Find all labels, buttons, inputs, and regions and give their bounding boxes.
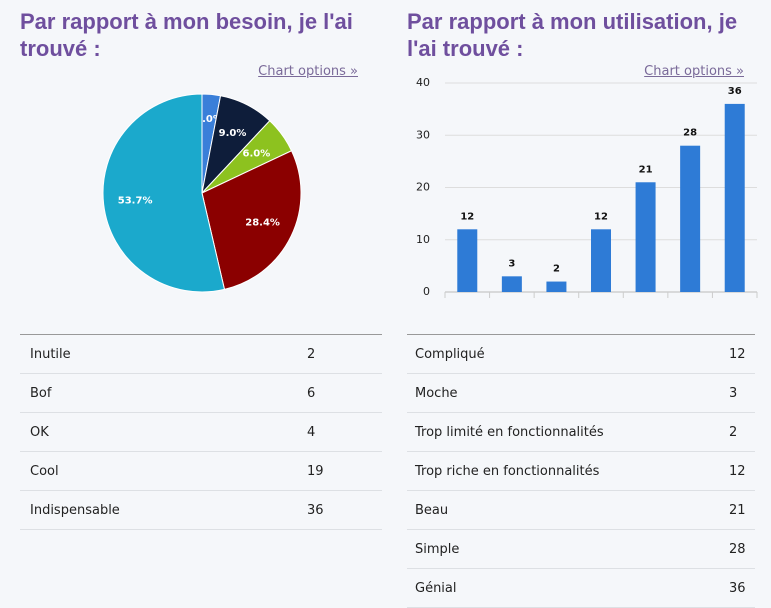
charts: 3.0% 9.0% 6.0% 28.4% 53.7% 0 10 20 30 40 12 3 2 12 21 2…	[102, 76, 758, 298]
table-row: Compliqué 12	[407, 334, 755, 374]
label-cell: Indispensable	[20, 490, 307, 530]
chart-title: Par rapport à mon utilisation, je l'ai t…	[407, 9, 738, 61]
bar	[591, 229, 611, 292]
data-label: 53.7%	[118, 196, 153, 207]
data-label: 28.4%	[245, 217, 280, 228]
chart-options-link[interactable]: Chart options »	[644, 64, 744, 79]
table-row: Beau 21	[407, 490, 755, 530]
label-cell: Trop riche en fonctionnalités	[407, 451, 729, 491]
label-cell: OK	[20, 412, 307, 452]
value-cell: 19	[307, 451, 382, 491]
bar	[457, 229, 478, 292]
value-cell: 36	[307, 490, 382, 530]
pie-slice	[102, 93, 226, 293]
value-cell: 28	[729, 529, 755, 569]
chart-options-link[interactable]: Chart options »	[258, 64, 358, 79]
label-cell: Compliqué	[407, 334, 729, 374]
table-row: Génial 36	[407, 568, 755, 608]
value-cell: 12	[729, 334, 755, 374]
table-row: Indispensable 36	[20, 490, 382, 530]
label-cell: Moche	[407, 373, 729, 413]
table-row: Inutile 2	[20, 334, 382, 374]
data-label: 12	[460, 211, 474, 222]
data-label: 6.0%	[243, 148, 271, 159]
label-cell: Inutile	[20, 334, 307, 374]
y-tick-label: 40	[416, 76, 430, 89]
bar	[635, 182, 656, 292]
data-label: 3	[508, 258, 515, 269]
value-cell: 2	[307, 334, 382, 374]
bar	[501, 276, 522, 292]
table-row: Cool 19	[20, 451, 382, 491]
data-label: 36	[728, 86, 742, 97]
label-cell: Cool	[20, 451, 307, 491]
table-row: Bof 6	[20, 373, 382, 413]
data-label: 9.0%	[219, 128, 247, 139]
value-cell: 6	[307, 373, 382, 413]
value-cell: 3	[729, 373, 755, 413]
data-label: 2	[553, 264, 560, 275]
table: Inutile 2 Bof 6 OK 4 Cool 19 Indispensable 36	[20, 334, 382, 530]
value-cell: 12	[729, 451, 755, 491]
y-tick-label: 10	[416, 233, 430, 246]
value-cell: 4	[307, 412, 382, 452]
table-row: Moche 3	[407, 373, 755, 413]
value-cell: 2	[729, 412, 755, 452]
label-cell: Simple	[407, 529, 729, 569]
y-tick-label: 30	[416, 128, 430, 141]
y-tick-label: 20	[416, 181, 430, 194]
chart-title: Par rapport à mon besoin, je l'ai trouvé…	[20, 9, 353, 61]
value-cell: 21	[729, 490, 755, 530]
bar	[546, 281, 567, 292]
data-label: 21	[639, 164, 653, 175]
table-row: Trop riche en fonctionnalités 12	[407, 451, 755, 491]
bar	[680, 145, 701, 292]
table-row: Simple 28	[407, 529, 755, 569]
table: Compliqué 12 Moche 3 Trop limité en fonction…	[407, 334, 755, 608]
bar	[724, 103, 745, 293]
label-cell: Trop limité en fonctionnalités	[407, 412, 729, 452]
data-label: 12	[594, 211, 608, 222]
table-row: OK 4	[20, 412, 382, 452]
label-cell: Bof	[20, 373, 307, 413]
label-cell: Génial	[407, 568, 729, 608]
value-cell: 36	[729, 568, 755, 608]
data-label: 3.0%	[195, 114, 223, 125]
y-tick-label: 0	[423, 285, 430, 298]
data-label: 28	[683, 128, 697, 139]
table-row: Trop limité en fonctionnalités 2	[407, 412, 755, 452]
label-cell: Beau	[407, 490, 729, 530]
pie-slice	[201, 150, 302, 291]
